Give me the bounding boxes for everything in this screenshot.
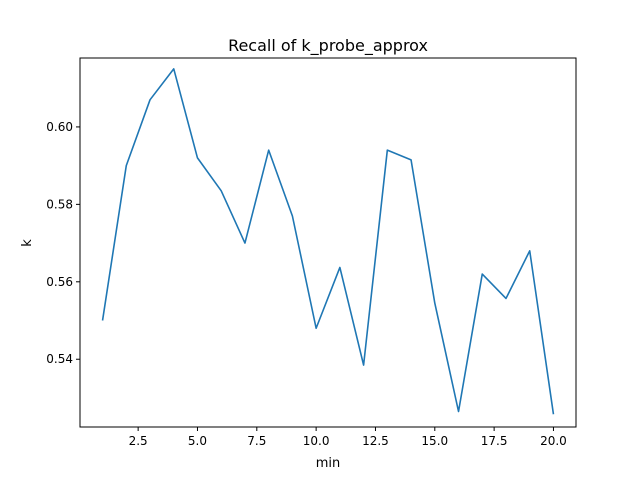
x-tick-label: 10.0 [303,434,330,448]
x-axis-label: min [316,456,341,471]
x-tick-label: 2.5 [129,434,148,448]
y-tick-label: 0.56 [46,275,73,289]
y-tick-label: 0.60 [46,120,73,134]
plot-frame [79,57,577,428]
series-line [101,68,555,415]
chart-title: Recall of k_probe_approx [228,36,428,56]
y-axis-label: k [20,239,35,247]
y-tick-label: 0.54 [46,352,73,366]
x-tick-label: 17.5 [481,434,508,448]
y-tick-label: 0.58 [46,197,73,211]
plot-area: 2.5 5.0 7.5 10.0 12.5 15.0 17.5 20.0 0.54 0.56 0.5… [46,57,577,448]
x-tick-label: 12.5 [362,434,389,448]
x-tick-label: 7.5 [247,434,266,448]
x-tick-label: 5.0 [188,434,207,448]
x-tick-label: 20.0 [540,434,567,448]
x-tick-label: 15.0 [421,434,448,448]
